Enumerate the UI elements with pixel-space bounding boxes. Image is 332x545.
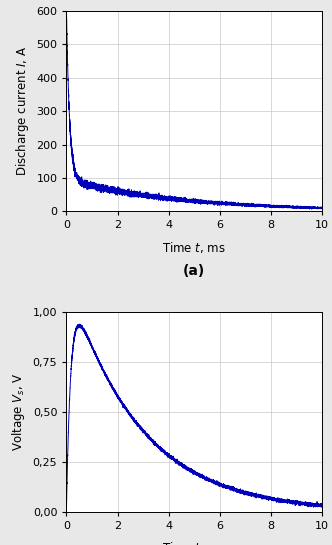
Text: Time $t$, ms: Time $t$, ms	[162, 541, 226, 545]
Text: (a): (a)	[183, 264, 206, 277]
Y-axis label: Discharge current $I$, A: Discharge current $I$, A	[14, 46, 31, 176]
Text: Time $t$, ms: Time $t$, ms	[162, 240, 226, 255]
Y-axis label: Voltage $V_s$, V: Voltage $V_s$, V	[10, 373, 27, 451]
